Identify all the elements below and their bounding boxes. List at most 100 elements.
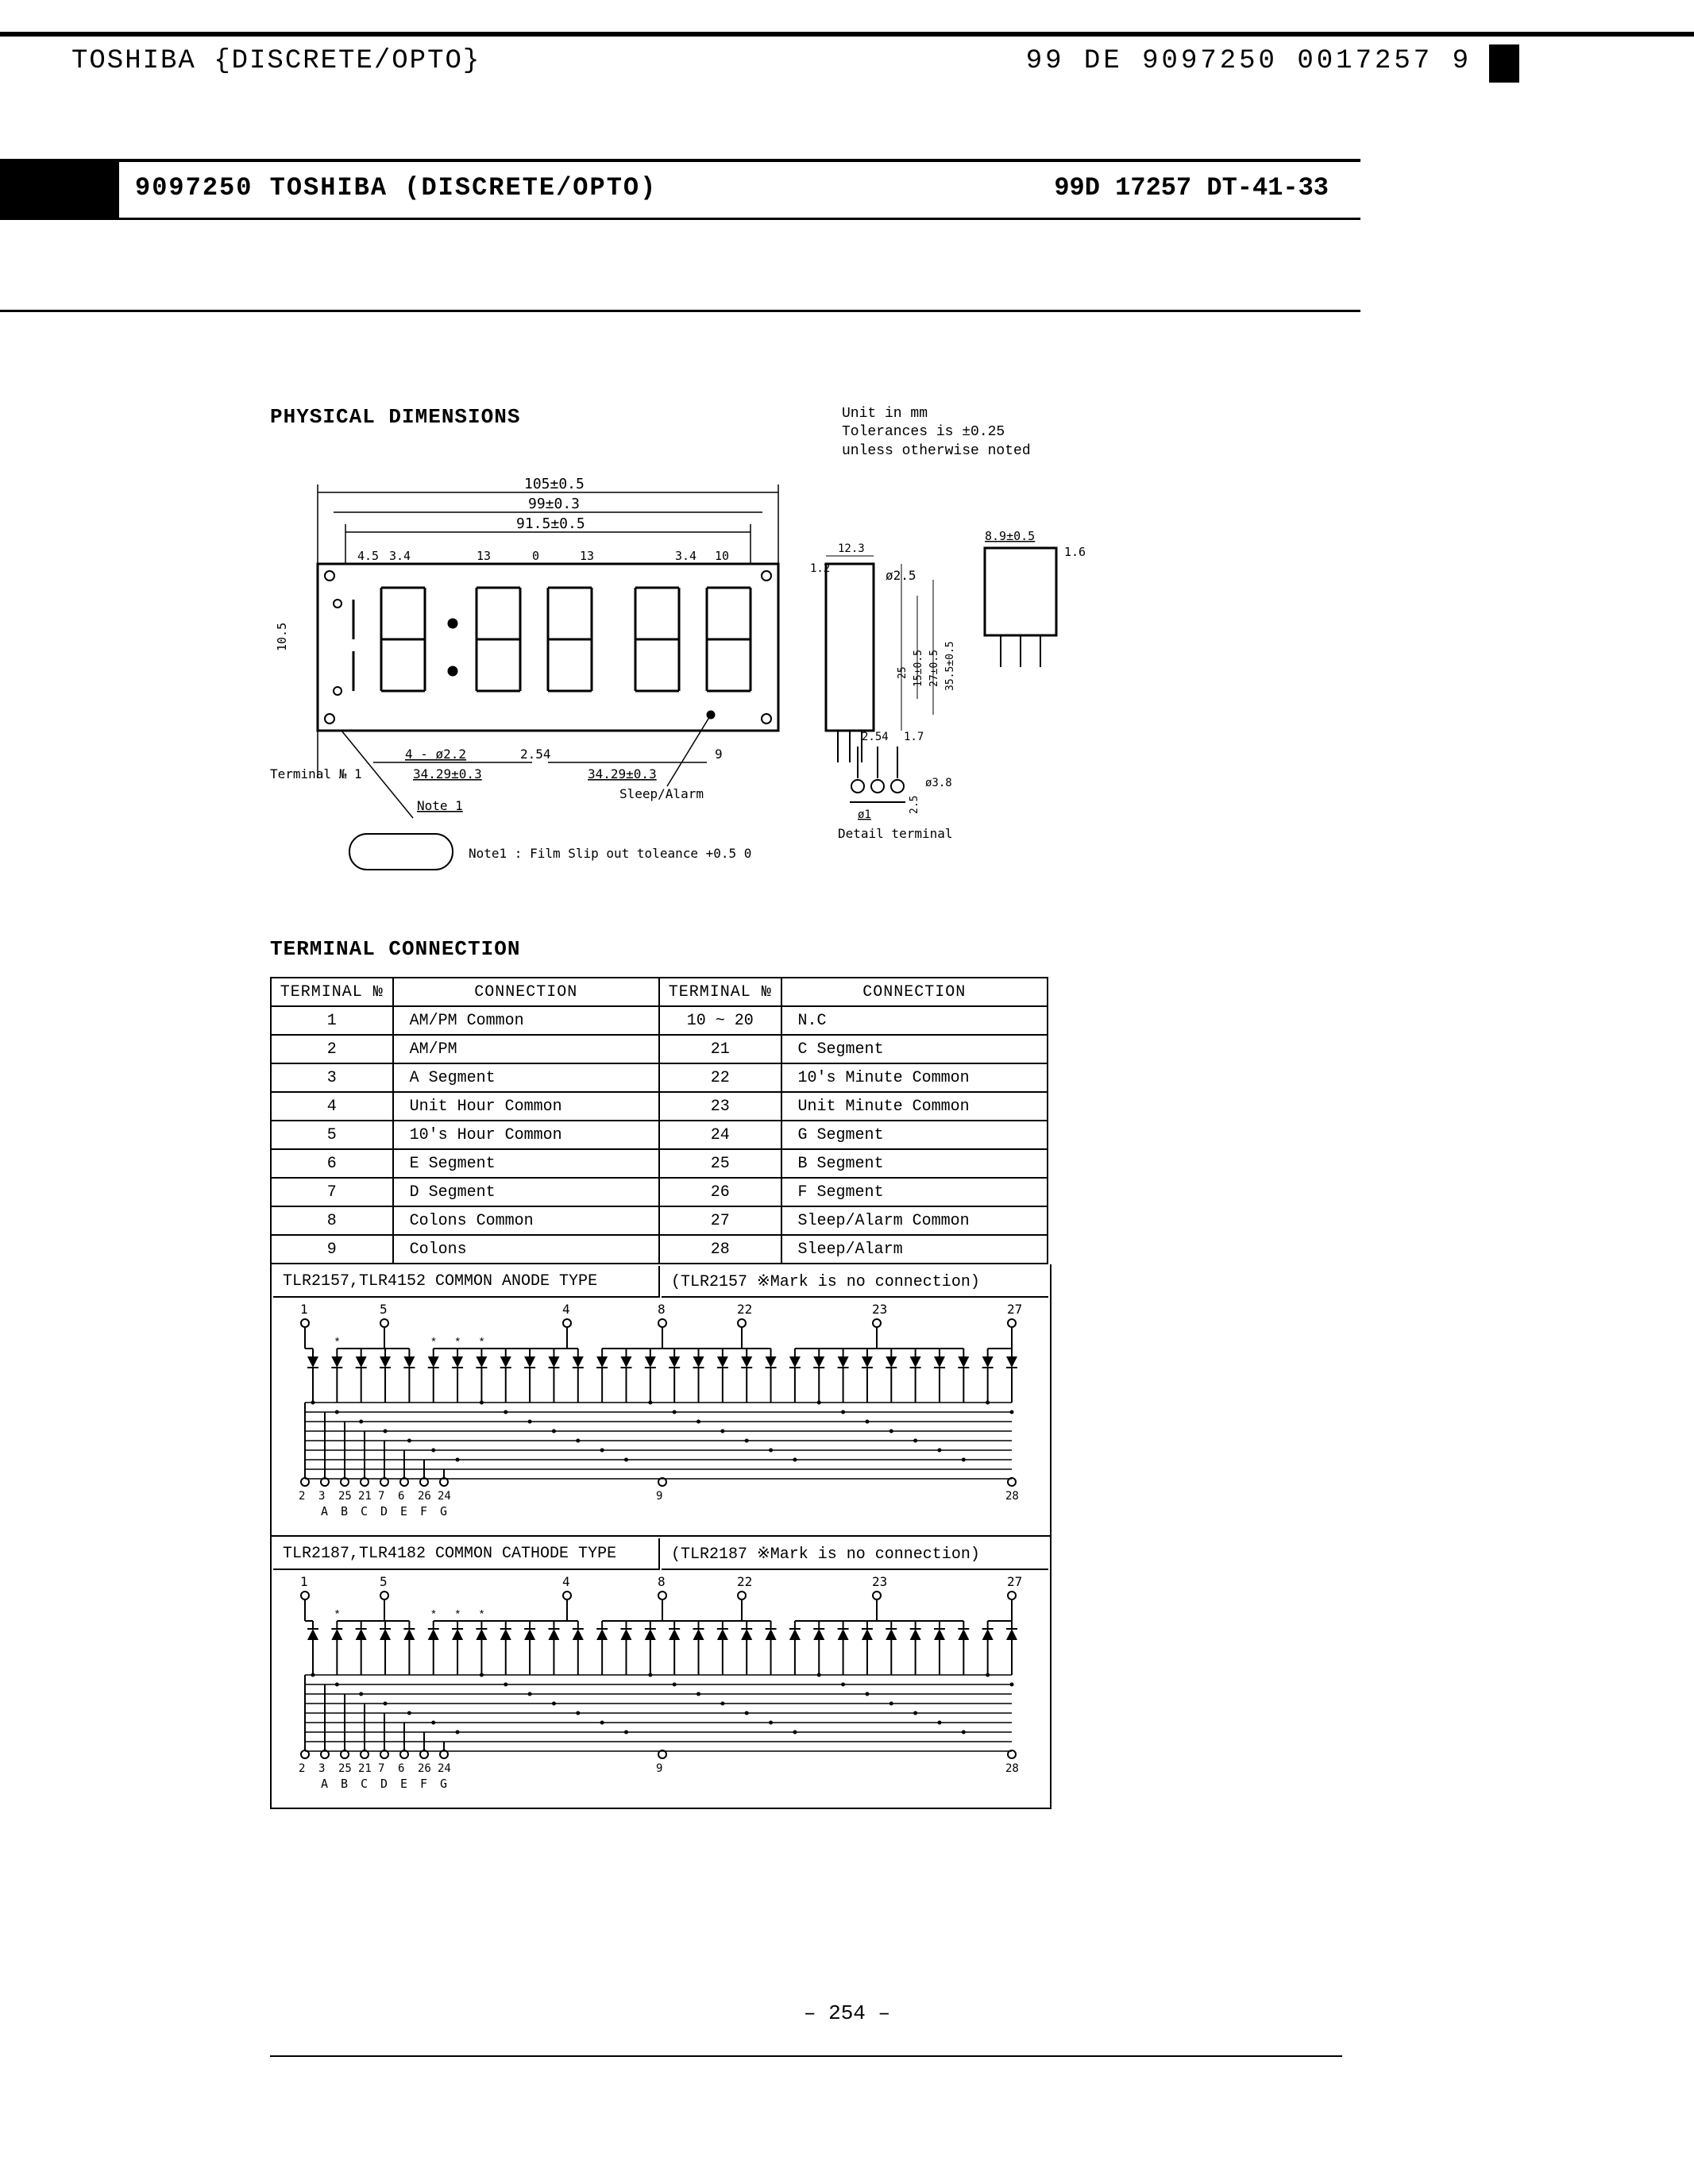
- svg-text:3: 3: [318, 1762, 325, 1775]
- terminal-number: 6: [271, 1149, 393, 1178]
- terminal-number: 10 ~ 20: [659, 1006, 781, 1035]
- svg-text:ø3.8: ø3.8: [925, 777, 952, 789]
- connection-name: AM/PM Common: [393, 1006, 659, 1035]
- svg-text:ø1: ø1: [858, 808, 871, 821]
- svg-text:*: *: [334, 1609, 340, 1622]
- svg-text:15±0.5: 15±0.5: [913, 650, 924, 687]
- common-anode-circuit: TLR2157,TLR4152 COMMON ANODE TYPE (TLR21…: [270, 1264, 1052, 1537]
- svg-text:7: 7: [378, 1490, 384, 1503]
- svg-text:ø2.5: ø2.5: [886, 568, 916, 583]
- svg-text:23: 23: [872, 1302, 887, 1317]
- connection-name: A Segment: [393, 1063, 659, 1092]
- connection-name: B Segment: [781, 1149, 1048, 1178]
- svg-text:1: 1: [300, 1302, 308, 1317]
- top-header-left: TOSHIBA {DISCRETE/OPTO}: [71, 46, 480, 76]
- connection-name: N.C: [781, 1006, 1048, 1035]
- svg-text:*: *: [478, 1609, 484, 1622]
- table-row: 9Colons28Sleep/Alarm: [271, 1235, 1048, 1264]
- bottom-rule: [270, 2055, 1342, 2057]
- svg-text:7: 7: [378, 1762, 384, 1775]
- svg-text:4: 4: [562, 1302, 570, 1317]
- svg-text:1.7: 1.7: [904, 731, 924, 743]
- terminal-connection-title: TERMINAL CONNECTION: [270, 937, 1350, 961]
- svg-text:9: 9: [656, 1490, 662, 1503]
- svg-text:*: *: [430, 1337, 437, 1349]
- connection-name: 10's Minute Common: [781, 1063, 1048, 1092]
- svg-text:27±0.5: 27±0.5: [928, 650, 940, 687]
- datasheet-page: TOSHIBA {DISCRETE/OPTO} 99 DE 9097250 00…: [0, 0, 1694, 2184]
- table-header-row: TERMINAL № CONNECTION TERMINAL № CONNECT…: [271, 978, 1048, 1006]
- svg-text:24: 24: [438, 1762, 451, 1775]
- svg-text:26: 26: [418, 1762, 431, 1775]
- svg-text:D: D: [380, 1504, 388, 1518]
- svg-text:25: 25: [897, 666, 909, 679]
- svg-text:27: 27: [1007, 1574, 1022, 1589]
- svg-text:4.5: 4.5: [357, 549, 379, 563]
- anode-note: (TLR2157 ※Mark is no connection): [671, 1273, 980, 1291]
- terminal-number: 1: [271, 1006, 393, 1035]
- content-area: PHYSICAL DIMENSIONS Unit in mm Tolerance…: [270, 405, 1350, 1809]
- svg-text:1.6: 1.6: [1064, 545, 1086, 559]
- svg-text:25: 25: [338, 1762, 352, 1775]
- terminal-number: 4: [271, 1092, 393, 1121]
- terminal-number: 5: [271, 1121, 393, 1149]
- connection-name: F Segment: [781, 1178, 1048, 1206]
- terminal-number: 2: [271, 1035, 393, 1063]
- svg-text:*: *: [454, 1609, 461, 1622]
- cathode-title: TLR2187,TLR4182 COMMON CATHODE TYPE: [283, 1545, 616, 1563]
- svg-text:Terminal № 1: Terminal № 1: [270, 766, 362, 781]
- th-terminal-2: TERMINAL №: [659, 978, 781, 1006]
- svg-text:Note1 : Film Slip out toleance: Note1 : Film Slip out toleance +0.5 0: [469, 846, 751, 861]
- terminal-connection-table: TERMINAL № CONNECTION TERMINAL № CONNECT…: [270, 977, 1048, 1264]
- svg-text:25: 25: [338, 1490, 352, 1503]
- connection-name: 10's Hour Common: [393, 1121, 659, 1149]
- svg-text:24: 24: [438, 1490, 451, 1503]
- svg-text:9: 9: [656, 1762, 662, 1775]
- anode-diagram: 1548222327****232521762624928ABCDEFG: [273, 1299, 1048, 1530]
- terminal-number: 25: [659, 1149, 781, 1178]
- svg-text:28: 28: [1005, 1762, 1019, 1775]
- svg-text:F: F: [420, 1504, 427, 1518]
- svg-text:G: G: [440, 1504, 447, 1518]
- svg-text:23: 23: [872, 1574, 887, 1589]
- cathode-diagram: 1548222327****232521762624928ABCDEFG: [273, 1572, 1048, 1802]
- connection-name: D Segment: [393, 1178, 659, 1206]
- top-header-right: 99 DE 9097250 0017257 9: [1026, 46, 1472, 76]
- terminal-number: 22: [659, 1063, 781, 1092]
- physical-drawing: 105±0.5 99±0.3 91.5±0.5 4.5 3.4 13 0 13 …: [270, 445, 1207, 905]
- svg-text:6: 6: [398, 1490, 404, 1503]
- svg-text:9: 9: [715, 747, 723, 762]
- svg-text:2: 2: [299, 1762, 305, 1775]
- terminal-number: 26: [659, 1178, 781, 1206]
- th-connection-1: CONNECTION: [393, 978, 659, 1006]
- connection-name: Unit Minute Common: [781, 1092, 1048, 1121]
- dim-105: 105±0.5: [524, 476, 585, 492]
- svg-text:G: G: [440, 1777, 447, 1791]
- connection-name: G Segment: [781, 1121, 1048, 1149]
- svg-text:C: C: [361, 1777, 368, 1791]
- th-terminal-1: TERMINAL №: [271, 978, 393, 1006]
- svg-text:3: 3: [318, 1490, 325, 1503]
- mid-header-right: 99D 17257 DT-41-33: [1054, 173, 1329, 203]
- svg-text:22: 22: [737, 1302, 752, 1317]
- svg-text:8: 8: [658, 1302, 666, 1317]
- page-number: – 254 –: [0, 2001, 1694, 2025]
- svg-text:21: 21: [358, 1762, 372, 1775]
- svg-text:B: B: [341, 1777, 348, 1791]
- svg-text:8.9±0.5: 8.9±0.5: [985, 529, 1035, 543]
- table-row: 7D Segment26F Segment: [271, 1178, 1048, 1206]
- svg-text:F: F: [420, 1777, 427, 1791]
- terminal-number: 23: [659, 1092, 781, 1121]
- mid-header: 9097250 TOSHIBA (DISCRETE/OPTO) 99D 1725…: [0, 159, 1360, 220]
- svg-text:12.3: 12.3: [838, 542, 865, 555]
- svg-text:2.5: 2.5: [909, 796, 920, 814]
- svg-text:D: D: [380, 1777, 388, 1791]
- svg-text:2.54: 2.54: [862, 731, 889, 743]
- mid-header-left: 9097250 TOSHIBA (DISCRETE/OPTO): [135, 173, 657, 203]
- terminal-number: 24: [659, 1121, 781, 1149]
- svg-text:A: A: [321, 1777, 328, 1791]
- unit-label: Unit in mm: [842, 405, 1031, 423]
- svg-text:13: 13: [580, 549, 594, 563]
- svg-text:E: E: [400, 1777, 407, 1791]
- svg-text:0: 0: [532, 549, 539, 563]
